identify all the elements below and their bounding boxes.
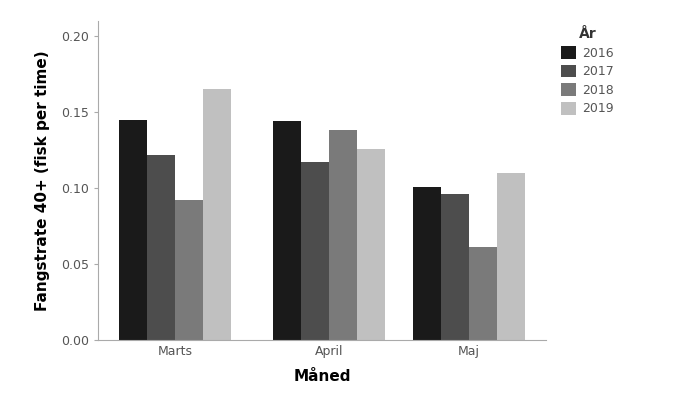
Bar <box>413 187 441 340</box>
Bar <box>357 149 385 340</box>
Legend: 2016, 2017, 2018, 2019: 2016, 2017, 2018, 2019 <box>561 27 614 115</box>
X-axis label: Måned: Måned <box>293 369 351 384</box>
Bar <box>301 162 329 340</box>
Bar <box>147 155 175 340</box>
Bar <box>203 89 231 340</box>
Bar <box>497 173 525 340</box>
Y-axis label: Fangstrate 40+ (fisk per time): Fangstrate 40+ (fisk per time) <box>35 50 50 311</box>
Bar <box>329 130 357 340</box>
Bar <box>441 194 469 340</box>
Bar <box>273 121 301 340</box>
Bar <box>175 200 203 340</box>
Bar <box>119 120 147 340</box>
Bar <box>469 247 497 340</box>
